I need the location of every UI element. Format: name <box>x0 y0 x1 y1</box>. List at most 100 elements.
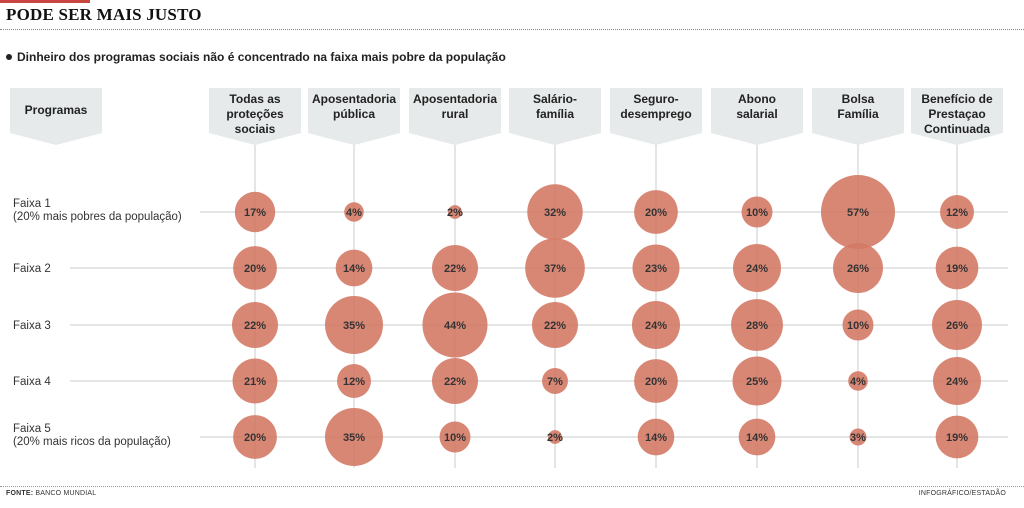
row-label: Faixa 3 <box>13 320 51 332</box>
column-header-label-line: Benefício de <box>921 92 993 106</box>
bubble-value-label: 26% <box>946 320 968 332</box>
row-label-line: (20% mais pobres da população) <box>13 211 182 223</box>
bubble <box>233 246 277 290</box>
bubble <box>335 249 373 287</box>
column-header-label-line: salarial <box>736 107 777 121</box>
bubble-value-label: 20% <box>645 207 667 219</box>
bubble-value-label: 32% <box>544 207 566 219</box>
row-label-line: (20% mais ricos da população) <box>13 436 171 448</box>
column-header-label-line: pública <box>333 107 375 121</box>
bubble <box>432 245 478 291</box>
bubble-value-label: 24% <box>645 320 667 332</box>
row-header-label: Programas <box>25 103 88 117</box>
column-header-box <box>610 88 702 145</box>
row-label-line: Faixa 4 <box>13 376 51 388</box>
bubble-value-label: 26% <box>847 263 869 275</box>
bubble <box>932 356 982 406</box>
column-header-label-line: Todas as <box>229 92 280 106</box>
column-header-label: Todas as proteções sociais <box>226 92 284 136</box>
bubble-value-label: 28% <box>746 320 768 332</box>
bubble <box>833 243 883 293</box>
row-header-box <box>10 88 102 145</box>
bubble-value-label: 22% <box>444 376 466 388</box>
bubble <box>842 309 874 341</box>
chart-subtitle: Dinheiro dos programas sociais não é con… <box>6 50 506 64</box>
bubble <box>532 302 578 348</box>
column-header-label-line: sociais <box>235 122 276 136</box>
bubble-value-label: 10% <box>746 207 768 219</box>
column-header-box <box>911 88 1003 145</box>
bubble-value-label: 14% <box>645 432 667 444</box>
column-header-label-line: Bolsa <box>842 92 875 106</box>
chart-title: PODE SER MAIS JUSTO <box>6 5 202 24</box>
bubble-value-label: 14% <box>343 263 365 275</box>
bubble <box>233 415 277 459</box>
bubble-value-label: 20% <box>645 376 667 388</box>
bubble-value-label: 22% <box>444 263 466 275</box>
subtitle-text: Dinheiro dos programas sociais não é con… <box>17 50 506 64</box>
bubble <box>631 300 681 350</box>
bubble <box>935 246 979 290</box>
column-header-label: Aposentadoria rural <box>413 92 497 121</box>
bubble <box>448 205 462 219</box>
column-header-box <box>308 88 400 145</box>
bubble <box>634 190 678 234</box>
bubble <box>548 430 562 444</box>
column-header-box <box>509 88 601 145</box>
column-header-label-line: família <box>536 107 574 121</box>
column-header-label: Benefício de Prestaçao Continuada <box>921 92 993 136</box>
row-label-line: Faixa 3 <box>13 320 51 332</box>
bubble-value-label: 44% <box>444 320 466 332</box>
bubble-value-label: 4% <box>850 376 866 388</box>
title-divider <box>0 29 1024 30</box>
bubble <box>632 244 680 292</box>
column-header-box <box>409 88 501 145</box>
bubble <box>232 358 278 404</box>
bullet-icon <box>6 54 12 60</box>
row-label: Faixa 1 (20% mais pobres da população) <box>13 198 182 223</box>
row-label-line: Faixa 1 <box>13 198 51 210</box>
bubble <box>439 421 471 453</box>
bubble <box>527 184 583 240</box>
bubble-value-label: 19% <box>946 263 968 275</box>
bubble <box>732 243 782 293</box>
bubble-value-label: 20% <box>244 263 266 275</box>
bubble <box>325 296 383 354</box>
bubble-value-label: 2% <box>547 432 563 444</box>
row-label-line: Faixa 5 <box>13 423 51 435</box>
column-header-label: Aposentadoria pública <box>312 92 396 121</box>
column-header-label-line: Aposentadoria <box>413 92 497 106</box>
bubble-value-label: 10% <box>444 432 466 444</box>
bubble-value-label: 4% <box>346 207 362 219</box>
credit-note: INFOGRÁFICO/ESTADÃO <box>918 490 1006 497</box>
row-label: Faixa 2 <box>13 263 51 275</box>
bubble <box>849 428 867 446</box>
bubble <box>935 415 979 459</box>
column-header-label-line: rural <box>442 107 469 121</box>
bubble <box>525 238 585 298</box>
bubble <box>848 371 868 391</box>
footer-divider <box>0 486 1024 487</box>
bubble-value-label: 37% <box>544 263 566 275</box>
bubble-value-label: 19% <box>946 432 968 444</box>
bubble-value-label: 57% <box>847 207 869 219</box>
bubble <box>634 359 678 403</box>
title-accent-bar <box>0 0 90 3</box>
bubble <box>821 175 895 249</box>
column-header-box <box>711 88 803 145</box>
bubble-value-label: 12% <box>343 376 365 388</box>
bubble-value-label: 35% <box>343 432 365 444</box>
bubble <box>637 418 675 456</box>
column-header-label-line: Continuada <box>924 122 990 136</box>
bubble-value-label: 25% <box>746 376 768 388</box>
column-header-label-line: Seguro- <box>633 92 678 106</box>
bubble <box>232 302 278 348</box>
column-header-label-line: desemprego <box>620 107 691 121</box>
bubble-value-label: 10% <box>847 320 869 332</box>
row-label: Faixa 4 <box>13 376 51 388</box>
column-header-label-line: Aposentadoria <box>312 92 396 106</box>
column-header-label: Salário-família <box>533 92 577 121</box>
column-header-label-line: proteções <box>226 107 284 121</box>
bubble <box>542 368 568 394</box>
bubble-value-label: 17% <box>244 207 266 219</box>
